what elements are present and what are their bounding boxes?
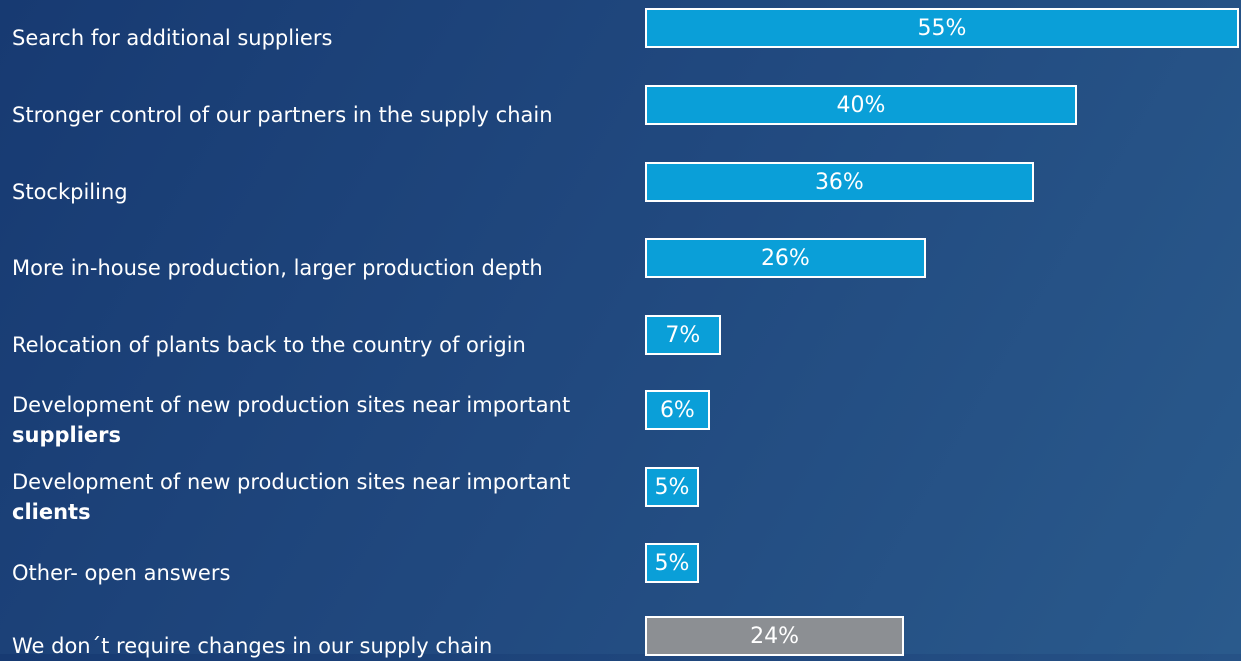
- bar: 36%: [645, 162, 1034, 202]
- value-label: 40%: [836, 92, 886, 118]
- category-label: Stronger control of our partners in the …: [12, 103, 553, 127]
- label-part: Development of new production sites near…: [12, 393, 571, 417]
- label-part: clients: [12, 500, 91, 524]
- category-label: Other- open answers: [12, 561, 231, 585]
- bar: 24%: [645, 616, 905, 656]
- value-label: 5%: [654, 474, 690, 500]
- category-label: Relocation of plants back to the country…: [12, 333, 526, 357]
- category-label: We don´t require changes in our supply c…: [12, 634, 493, 658]
- bar: 26%: [645, 238, 926, 278]
- bar: 5%: [645, 467, 699, 507]
- bar: 7%: [645, 315, 721, 355]
- bar: 55%: [645, 8, 1239, 48]
- value-label: 26%: [760, 245, 810, 271]
- category-label: Development of new production sites near…: [12, 390, 622, 450]
- value-label: 24%: [750, 623, 800, 649]
- category-label: Search for additional suppliers: [12, 26, 333, 50]
- value-label: 7%: [665, 322, 701, 348]
- label-part: Development of new production sites near…: [12, 470, 571, 494]
- value-label: 36%: [814, 169, 864, 195]
- value-label: 55%: [917, 15, 967, 41]
- value-label: 5%: [654, 550, 690, 576]
- bar: 5%: [645, 543, 699, 583]
- category-label: Development of new production sites near…: [12, 467, 622, 527]
- value-label: 6%: [659, 397, 695, 423]
- category-label: Stockpiling: [12, 180, 128, 204]
- bar: 6%: [645, 390, 710, 430]
- label-part: suppliers: [12, 423, 122, 447]
- category-label: More in-house production, larger product…: [12, 256, 543, 280]
- bar: 40%: [645, 85, 1077, 125]
